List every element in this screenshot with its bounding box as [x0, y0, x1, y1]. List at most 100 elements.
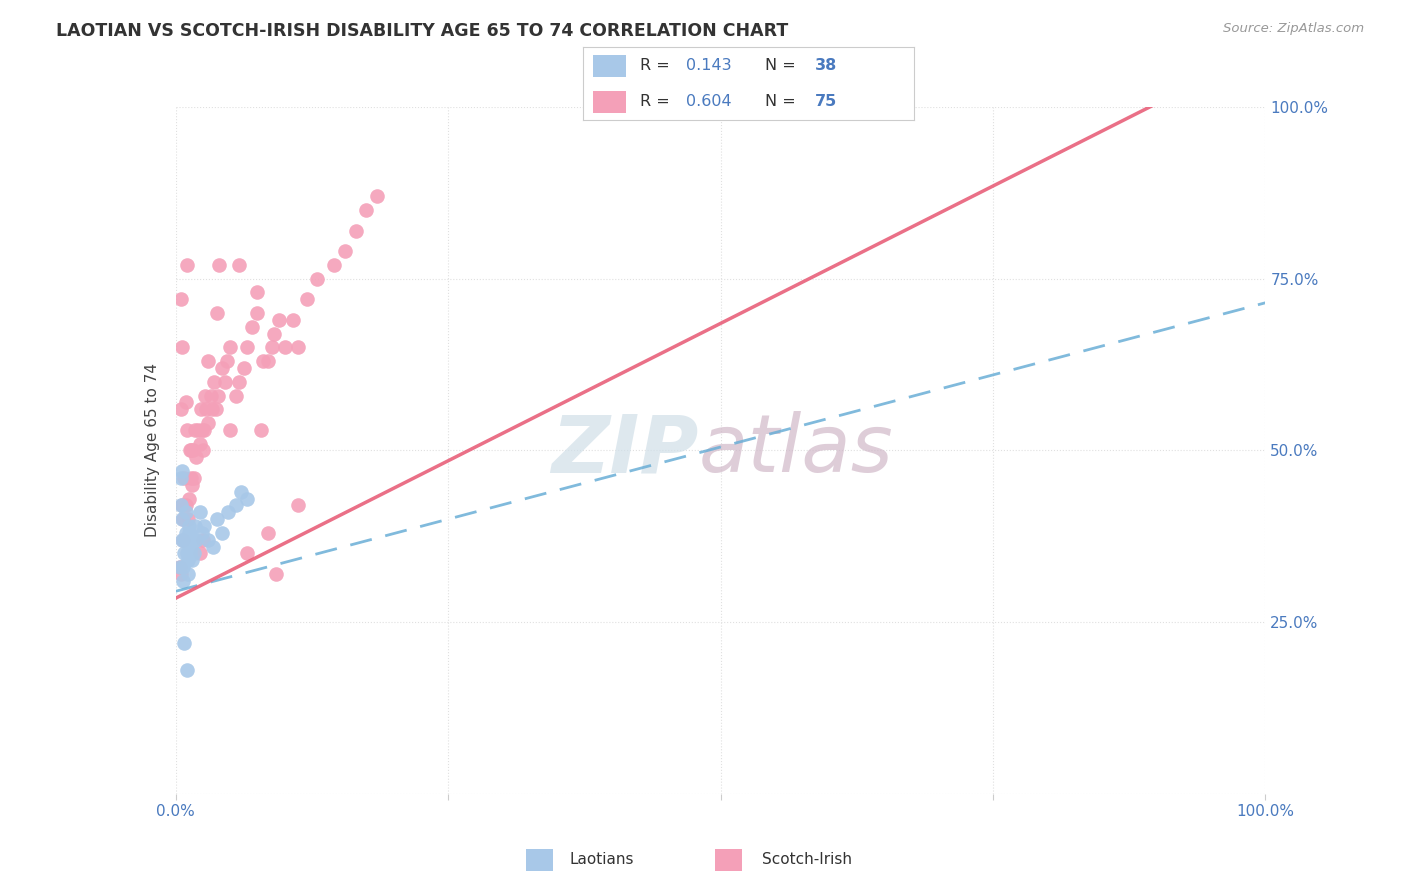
Text: Laotians: Laotians [569, 853, 634, 867]
Point [344, 224, 367, 238]
Point [228, 258, 250, 272]
Point [186, 423, 209, 437]
Point [177, 491, 200, 506]
Point [202, 375, 225, 389]
Point [225, 388, 247, 402]
Point [257, 354, 280, 368]
Point [287, 340, 309, 354]
Point [172, 533, 194, 547]
Point [283, 313, 305, 327]
Point [170, 567, 193, 582]
Point [188, 505, 211, 519]
Point [184, 423, 207, 437]
Y-axis label: Disability Age 65 to 74: Disability Age 65 to 74 [145, 363, 160, 538]
Point [235, 340, 257, 354]
Bar [526, 848, 554, 871]
Point [174, 525, 197, 540]
Point [191, 443, 214, 458]
Point [177, 553, 200, 567]
Point [205, 306, 228, 320]
Point [191, 533, 214, 547]
Text: Scotch-Irish: Scotch-Irish [762, 853, 852, 867]
Point [170, 293, 193, 307]
Point [172, 512, 194, 526]
Bar [714, 848, 742, 871]
Point [179, 546, 201, 561]
Point [179, 443, 201, 458]
Point [260, 340, 283, 354]
Point [211, 525, 233, 540]
Point [174, 499, 197, 513]
Point [356, 203, 378, 218]
Point [208, 258, 231, 272]
Point [191, 525, 214, 540]
Point [181, 553, 204, 567]
Point [193, 519, 215, 533]
Point [264, 567, 287, 582]
Point [176, 663, 198, 677]
Point [257, 525, 280, 540]
Point [201, 540, 224, 554]
Point [180, 540, 202, 554]
Point [240, 319, 263, 334]
Point [194, 388, 217, 402]
Point [176, 533, 198, 547]
Point [191, 423, 214, 437]
Point [190, 402, 212, 417]
Point [170, 402, 193, 417]
Point [183, 471, 205, 485]
Point [193, 423, 215, 437]
Point [246, 306, 269, 320]
Point [172, 499, 194, 513]
Point [211, 361, 233, 376]
Text: R =: R = [640, 58, 675, 73]
Point [366, 189, 388, 203]
Text: atlas: atlas [699, 411, 894, 490]
Point [174, 395, 197, 409]
Point [197, 354, 219, 368]
Point [177, 567, 200, 582]
Point [249, 423, 271, 437]
Point [200, 388, 222, 402]
Point [333, 244, 356, 259]
Text: R =: R = [640, 94, 675, 109]
Point [170, 499, 193, 513]
Point [295, 293, 318, 307]
Point [169, 560, 191, 574]
Point [246, 285, 269, 300]
Point [176, 258, 198, 272]
Point [205, 512, 228, 526]
Text: Source: ZipAtlas.com: Source: ZipAtlas.com [1223, 22, 1364, 36]
Point [184, 519, 207, 533]
Point [186, 533, 208, 547]
Point [235, 546, 257, 561]
Point [172, 512, 194, 526]
Text: N =: N = [765, 94, 801, 109]
Bar [593, 54, 627, 77]
Text: 38: 38 [815, 58, 837, 73]
Point [219, 423, 242, 437]
Point [225, 499, 247, 513]
Text: LAOTIAN VS SCOTCH-IRISH DISABILITY AGE 65 TO 74 CORRELATION CHART: LAOTIAN VS SCOTCH-IRISH DISABILITY AGE 6… [56, 22, 789, 40]
Point [181, 478, 204, 492]
Point [263, 326, 285, 341]
Text: N =: N = [765, 58, 801, 73]
Point [215, 354, 238, 368]
Point [176, 423, 198, 437]
Bar [593, 91, 627, 113]
Point [217, 505, 239, 519]
Point [188, 546, 211, 561]
Point [169, 560, 191, 574]
Point [235, 491, 257, 506]
Point [188, 436, 211, 450]
Point [172, 560, 194, 574]
Point [177, 525, 200, 540]
Point [269, 313, 291, 327]
Point [180, 443, 202, 458]
Text: 75: 75 [815, 94, 837, 109]
Point [205, 402, 228, 417]
Point [176, 546, 198, 561]
Point [322, 258, 344, 272]
Point [197, 533, 219, 547]
Point [228, 375, 250, 389]
